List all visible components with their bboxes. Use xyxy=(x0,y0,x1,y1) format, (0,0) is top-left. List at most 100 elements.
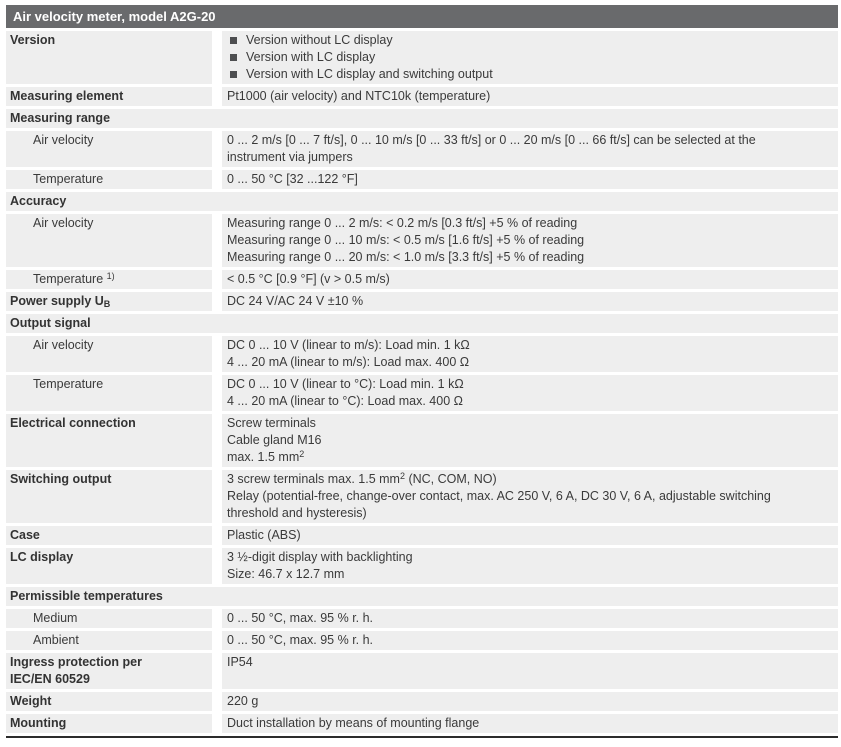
row-value: Plastic (ABS) xyxy=(222,526,838,545)
section-row: Output signal xyxy=(6,314,838,333)
row-value: DC 0 ... 10 V (linear to °C): Load min. … xyxy=(222,375,838,411)
table-bottom-border xyxy=(6,736,838,738)
row-label: Weight xyxy=(6,692,212,711)
row-label: Ambient xyxy=(6,631,212,650)
column-divider xyxy=(212,609,222,628)
bullet-item: Version with LC display and switching ou… xyxy=(227,66,830,83)
spec-row: Switching output 3 screw terminals max. 1… xyxy=(6,470,838,523)
row-label: Ingress protection per IEC/EN 60529 xyxy=(6,653,212,689)
row-label: Temperature xyxy=(6,170,212,189)
column-divider xyxy=(212,470,222,523)
spec-row: Air velocity 0 ... 2 m/s [0 ... 7 ft/s], … xyxy=(6,131,838,167)
column-divider xyxy=(212,692,222,711)
value-line: 3 screw terminals max. 1.5 mm2 (NC, COM,… xyxy=(227,471,497,487)
table-title-bar: Air velocity meter, model A2G-20 xyxy=(6,5,838,28)
row-value: Screw terminals Cable gland M16 max. 1.5 m… xyxy=(222,414,838,467)
row-label: Air velocity xyxy=(6,214,212,267)
value-line: instrument via jumpers xyxy=(227,150,353,164)
row-value: IP54 xyxy=(222,653,838,689)
value-line: Plastic (ABS) xyxy=(227,528,301,542)
value-line: Measuring range 0 ... 2 m/s: < 0.2 m/s [… xyxy=(227,216,578,230)
row-label: Temperature 1) xyxy=(6,270,212,289)
row-value: Pt1000 (air velocity) and NTC10k (temper… xyxy=(222,87,838,106)
value-line: Relay (potential-free, change-over conta… xyxy=(227,489,771,503)
section-label: Measuring range xyxy=(10,111,111,125)
bullet-item-label: Version with LC display and switching ou… xyxy=(246,67,493,81)
value-line: threshold and hysteresis) xyxy=(227,506,367,520)
value-line: 3 ½-digit display with backlighting xyxy=(227,550,413,564)
column-divider xyxy=(212,270,222,289)
column-divider xyxy=(212,714,222,733)
value-line: 0 ... 50 °C, max. 95 % r. h. xyxy=(227,611,374,625)
column-divider xyxy=(212,631,222,650)
row-label: Case xyxy=(6,526,212,545)
column-divider xyxy=(212,336,222,372)
row-label: Mounting xyxy=(6,714,212,733)
spec-row: Weight 220 g xyxy=(6,692,838,711)
row-value: Measuring range 0 ... 2 m/s: < 0.2 m/s [… xyxy=(222,214,838,267)
column-divider xyxy=(212,653,222,689)
row-value: 3 screw terminals max. 1.5 mm2 (NC, COM,… xyxy=(222,470,838,523)
row-value: Duct installation by means of mounting f… xyxy=(222,714,838,733)
value-line: Duct installation by means of mounting f… xyxy=(227,716,480,730)
row-label: Electrical connection xyxy=(6,414,212,467)
section-row: Permissible temperatures xyxy=(6,587,838,606)
row-value: 3 ½-digit display with backlighting Size:… xyxy=(222,548,838,584)
spec-row: Medium 0 ... 50 °C, max. 95 % r. h. xyxy=(6,609,838,628)
bullet-item-label: Version with LC display xyxy=(246,50,376,64)
value-line: Measuring range 0 ... 20 m/s: < 1.0 m/s … xyxy=(227,250,585,264)
section-row: Accuracy xyxy=(6,192,838,211)
row-label: Medium xyxy=(6,609,212,628)
value-line: 0 ... 2 m/s [0 ... 7 ft/s], 0 ... 10 m/s… xyxy=(227,133,756,147)
spec-row: LC display 3 ½-digit display with backlig… xyxy=(6,548,838,584)
section-label: Permissible temperatures xyxy=(10,589,163,603)
column-divider xyxy=(212,31,222,84)
bullet-item-label: Version without LC display xyxy=(246,33,393,47)
row-value: 0 ... 50 °C, max. 95 % r. h. xyxy=(222,609,838,628)
value-line: Measuring range 0 ... 10 m/s: < 0.5 m/s … xyxy=(227,233,585,247)
row-label: Air velocity xyxy=(6,131,212,167)
row-value: Version without LC display Version with L… xyxy=(222,31,838,84)
square-bullet-icon xyxy=(230,54,237,61)
spec-row: Ingress protection per IEC/EN 60529 IP54 xyxy=(6,653,838,689)
value-line: < 0.5 °C [0.9 °F] (v > 0.5 m/s) xyxy=(227,272,390,286)
spec-row: Ambient 0 ... 50 °C, max. 95 % r. h. xyxy=(6,631,838,650)
bullet-item: Version without LC display xyxy=(227,32,830,49)
row-value: 220 g xyxy=(222,692,838,711)
column-divider xyxy=(212,292,222,311)
column-divider xyxy=(212,526,222,545)
value-line: Size: 46.7 x 12.7 mm xyxy=(227,567,345,581)
value-line: Cable gland M16 xyxy=(227,433,322,447)
section-label: Accuracy xyxy=(10,194,67,208)
spec-table: Version Version without LC display Version… xyxy=(6,31,838,733)
column-divider xyxy=(212,414,222,467)
row-label: Power supply UB xyxy=(6,292,212,311)
table-title: Air velocity meter, model A2G-20 xyxy=(13,9,216,24)
value-line: max. 1.5 mm2 xyxy=(227,449,305,465)
row-value: DC 24 V/AC 24 V ±10 % xyxy=(222,292,838,311)
spec-row: Air velocity DC 0 ... 10 V (linear to m/s… xyxy=(6,336,838,372)
row-label: Temperature xyxy=(6,375,212,411)
value-line: 220 g xyxy=(227,694,259,708)
row-label: Measuring element xyxy=(6,87,212,106)
column-divider xyxy=(212,87,222,106)
value-line: DC 24 V/AC 24 V ±10 % xyxy=(227,294,364,308)
row-value: 0 ... 50 °C [32 ...122 °F] xyxy=(222,170,838,189)
spec-row: Case Plastic (ABS) xyxy=(6,526,838,545)
bullet-item: Version with LC display xyxy=(227,49,830,66)
spec-row: Measuring element Pt1000 (air velocity) a… xyxy=(6,87,838,106)
spec-row: Air velocity Measuring range 0 ... 2 m/s:… xyxy=(6,214,838,267)
row-label: Version xyxy=(6,31,212,84)
row-value: 0 ... 2 m/s [0 ... 7 ft/s], 0 ... 10 m/s… xyxy=(222,131,838,167)
spec-row: Electrical connection Screw terminals Cabl… xyxy=(6,414,838,467)
column-divider xyxy=(212,548,222,584)
value-line: Screw terminals xyxy=(227,416,316,430)
value-line: 4 ... 20 mA (linear to m/s): Load max. 4… xyxy=(227,355,470,369)
value-line: DC 0 ... 10 V (linear to m/s): Load min.… xyxy=(227,338,470,352)
value-line: 0 ... 50 °C [32 ...122 °F] xyxy=(227,172,358,186)
row-label: Air velocity xyxy=(6,336,212,372)
square-bullet-icon xyxy=(230,37,237,44)
column-divider xyxy=(212,375,222,411)
row-label: Switching output xyxy=(6,470,212,523)
